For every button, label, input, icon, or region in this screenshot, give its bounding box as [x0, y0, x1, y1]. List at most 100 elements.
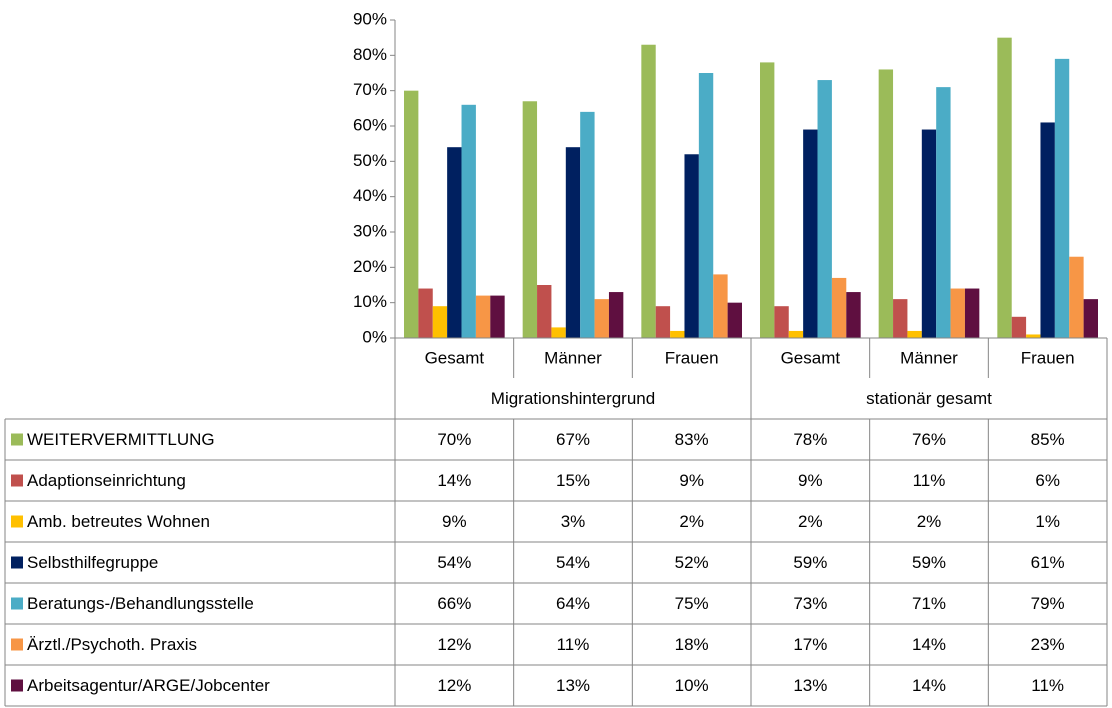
y-tick-label: 60%	[353, 115, 387, 134]
bar	[1011, 316, 1027, 338]
table-value: 17%	[793, 635, 827, 654]
bar	[760, 62, 775, 339]
bar	[670, 330, 685, 338]
bar	[432, 306, 448, 338]
bar	[1026, 334, 1041, 338]
bar	[878, 69, 894, 338]
table-value: 11%	[913, 471, 946, 490]
table-value: 70%	[437, 430, 471, 449]
bar	[774, 306, 789, 338]
legend-key	[11, 433, 23, 446]
legend-label: Ärztl./Psychoth. Praxis	[27, 635, 197, 654]
bar	[950, 288, 965, 338]
y-tick-label: 50%	[353, 151, 387, 170]
table-value: 54%	[437, 553, 471, 572]
x-tick-label: Frauen	[1021, 348, 1075, 367]
y-tick-label: 10%	[353, 292, 387, 311]
x-tick-label: Gesamt	[781, 348, 841, 367]
table-value: 3%	[561, 512, 586, 531]
bar	[537, 285, 552, 338]
table-value: 75%	[675, 594, 709, 613]
legend-key	[11, 515, 23, 528]
bar	[1054, 58, 1070, 338]
x-tick-label: Männer	[900, 348, 958, 367]
legend-key	[11, 474, 23, 487]
y-tick-label: 90%	[353, 9, 387, 28]
legend-key	[11, 597, 23, 610]
table-value: 73%	[793, 594, 827, 613]
bar	[936, 87, 951, 338]
table-value: 9%	[798, 471, 823, 490]
bar	[461, 104, 476, 338]
bar	[921, 129, 937, 338]
table-value: 67%	[556, 430, 590, 449]
table-value: 85%	[1031, 430, 1065, 449]
bar	[522, 101, 538, 339]
table-value: 9%	[679, 471, 704, 490]
bar	[447, 147, 462, 338]
table-value: 76%	[912, 430, 946, 449]
y-tick-label: 70%	[353, 80, 387, 99]
group-label: Migrationshintergrund	[491, 389, 655, 408]
table-value: 23%	[1031, 635, 1065, 654]
table-value: 78%	[793, 430, 827, 449]
legend-label: Selbsthilfegruppe	[27, 553, 158, 572]
y-tick-label: 80%	[353, 45, 387, 64]
legend-label: Amb. betreutes Wohnen	[27, 512, 210, 531]
table-value: 13%	[556, 676, 590, 695]
table-value: 71%	[912, 594, 946, 613]
table-value: 14%	[912, 635, 946, 654]
table-value: 13%	[793, 676, 827, 695]
table-value: 14%	[912, 676, 946, 695]
bar	[490, 295, 505, 338]
table-value: 10%	[675, 676, 709, 695]
bar	[727, 302, 742, 338]
table-value: 54%	[556, 553, 590, 572]
bar	[846, 292, 861, 338]
bar	[418, 288, 433, 338]
y-tick-label: 0%	[362, 327, 387, 346]
table-value: 14%	[437, 471, 471, 490]
legend-label: Beratungs-/Behandlungsstelle	[27, 594, 254, 613]
table-value: 1%	[1035, 512, 1060, 531]
bar	[893, 299, 908, 338]
bar	[684, 154, 699, 338]
table-value: 66%	[437, 594, 471, 613]
bar	[608, 292, 624, 338]
legend-label: Adaptionseinrichtung	[27, 471, 186, 490]
bar	[594, 299, 609, 338]
bar	[580, 111, 595, 338]
table-value: 11%	[1031, 676, 1064, 695]
table-value: 9%	[442, 512, 467, 531]
group-label: stationär gesamt	[866, 389, 992, 408]
table-value: 2%	[917, 512, 942, 531]
legend-key	[11, 638, 23, 651]
bar	[803, 129, 818, 338]
legend-label: Arbeitsagentur/ARGE/Jobcenter	[27, 676, 270, 695]
x-tick-label: Männer	[544, 348, 602, 367]
bar	[907, 330, 922, 338]
x-tick-label: Frauen	[665, 348, 719, 367]
bar	[655, 306, 671, 338]
table-value: 2%	[798, 512, 823, 531]
table-value: 11%	[557, 635, 590, 654]
legend-key	[11, 679, 23, 692]
bar	[551, 327, 566, 338]
table-value: 6%	[1035, 471, 1060, 490]
bar	[817, 80, 832, 339]
x-tick-label: Gesamt	[425, 348, 485, 367]
legend-label: WEITERVERMITTLUNG	[27, 430, 215, 449]
bar	[475, 295, 491, 338]
table-value: 15%	[556, 471, 590, 490]
bar	[997, 37, 1012, 339]
table-value: 59%	[793, 553, 827, 572]
y-tick-label: 40%	[353, 186, 387, 205]
bar	[1083, 299, 1098, 338]
table-value: 83%	[675, 430, 709, 449]
bar	[698, 73, 714, 338]
bar	[1069, 256, 1084, 338]
bar	[565, 147, 581, 338]
table-value: 12%	[437, 676, 471, 695]
bar	[404, 90, 419, 339]
